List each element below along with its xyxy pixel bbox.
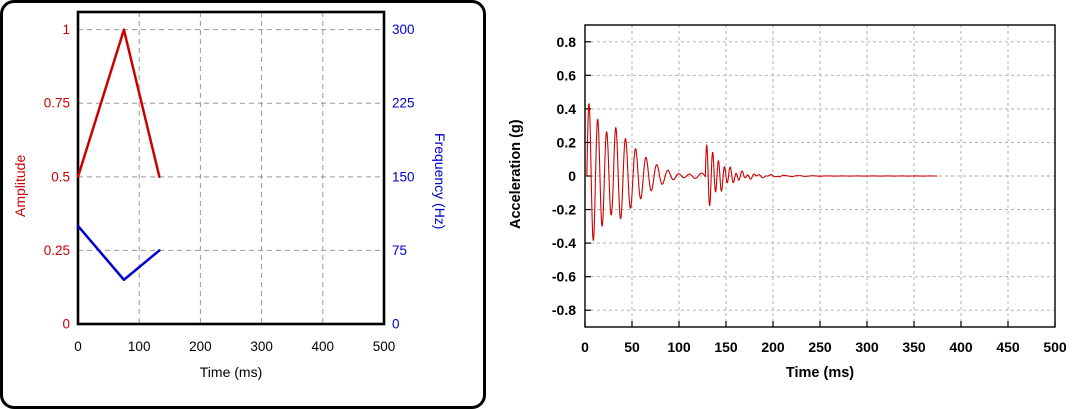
left-x-axis-title: Time (ms) bbox=[199, 364, 263, 380]
x-tick-label: 500 bbox=[373, 339, 396, 354]
x-tick-label: 300 bbox=[855, 339, 879, 355]
amplitude-tick-label: 1 bbox=[62, 22, 70, 37]
amplitude-tick-label: 0 bbox=[62, 317, 70, 332]
acceleration-figure: 0 50 100 150 200 250 300 350 400 450 500 -0.8 -0.6 -0… bbox=[497, 0, 1086, 409]
y-tick-label: 0.2 bbox=[557, 134, 577, 150]
amplitude-tick-label: 0.5 bbox=[51, 169, 70, 184]
y-tick-label: -0.6 bbox=[552, 269, 576, 285]
x-tick-label: 0 bbox=[581, 339, 589, 355]
y-tick-label: 0.4 bbox=[557, 101, 577, 117]
left-plot-frame bbox=[76, 10, 386, 326]
x-tick-label: 0 bbox=[74, 339, 82, 354]
acceleration-plot: 0 50 100 150 200 250 300 350 400 450 500 -0.8 -0.6 -0… bbox=[552, 24, 1067, 355]
x-tick-label: 200 bbox=[761, 339, 785, 355]
y-tick-label: -0.4 bbox=[552, 235, 576, 251]
series-frequency-profile bbox=[76, 224, 161, 282]
right-gridlines bbox=[585, 25, 1055, 327]
right-x-axis-title: Time (ms) bbox=[785, 365, 855, 381]
x-tick-label: 400 bbox=[949, 339, 973, 355]
frequency-axis-title: Frequency (Hz) bbox=[432, 133, 448, 230]
frequency-tick-label: 150 bbox=[392, 169, 415, 184]
y-tick-label: -0.8 bbox=[552, 302, 576, 318]
x-tick-label: 150 bbox=[714, 339, 738, 355]
x-tick-label: 50 bbox=[624, 339, 640, 355]
frequency-tick-label: 75 bbox=[392, 243, 407, 258]
frequency-tick-label: 300 bbox=[392, 22, 415, 37]
x-tick-label: 400 bbox=[312, 339, 335, 354]
x-tick-label: 500 bbox=[1043, 339, 1067, 355]
amplitude-axis-title: Amplitude bbox=[12, 154, 28, 217]
x-tick-label: 300 bbox=[250, 339, 273, 354]
acceleration-axis-title: Acceleration (g) bbox=[508, 119, 524, 229]
x-tick-label: 200 bbox=[189, 339, 212, 354]
sweep-profile-figure: 0 100 200 300 400 500 0 0.25 0.5 0.75 1 0 75 150 225 30… bbox=[0, 0, 486, 409]
x-tick-label: 100 bbox=[128, 339, 151, 354]
x-tick-label: 350 bbox=[902, 339, 926, 355]
series-amplitude-profile bbox=[76, 28, 161, 179]
x-tick-label: 250 bbox=[808, 339, 832, 355]
amplitude-tick-label: 0.25 bbox=[44, 243, 70, 258]
sweep-profile-plot: 0 100 200 300 400 500 0 0.25 0.5 0.75 1 0 75 150 225 30… bbox=[44, 10, 415, 354]
frequency-tick-label: 225 bbox=[392, 96, 415, 111]
x-tick-label: 450 bbox=[996, 339, 1020, 355]
y-tick-label: 0 bbox=[568, 168, 576, 184]
y-tick-label: 0.8 bbox=[557, 34, 577, 50]
amplitude-tick-label: 0.75 bbox=[44, 96, 70, 111]
frequency-tick-label: 0 bbox=[392, 317, 400, 332]
x-tick-label: 100 bbox=[667, 339, 691, 355]
series-acceleration-signal bbox=[584, 103, 938, 241]
y-tick-label: 0.6 bbox=[557, 67, 577, 83]
left-gridlines bbox=[78, 12, 384, 324]
y-tick-label: -0.2 bbox=[552, 202, 576, 218]
